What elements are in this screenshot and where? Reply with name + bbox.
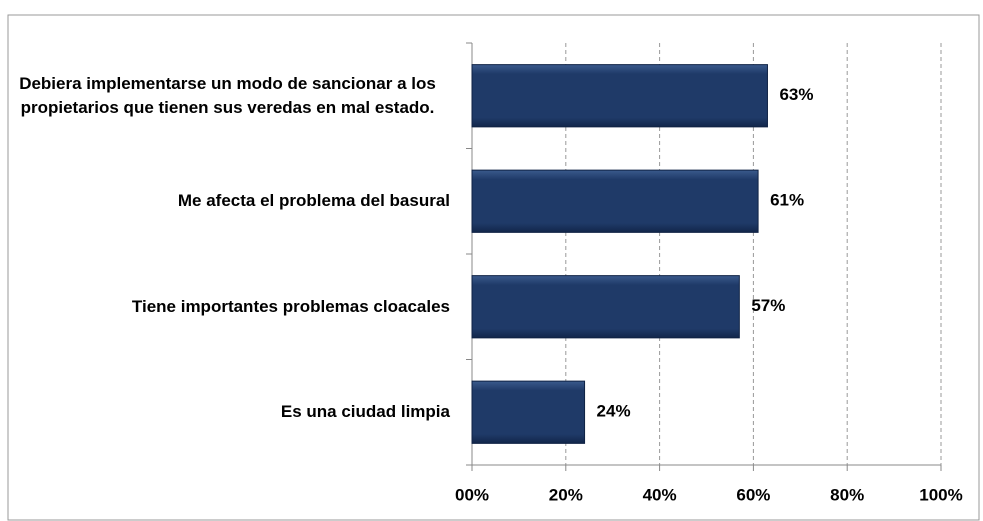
x-tick-label: 60% (736, 485, 770, 504)
bar (471, 169, 759, 233)
bar (471, 275, 740, 339)
category-label: Me afecta el problema del basural (178, 189, 450, 213)
category-text: Tiene importantes problemas cloacales (131, 296, 450, 316)
x-tick-label: 80% (830, 485, 864, 504)
x-tick-label: 00% (455, 485, 489, 504)
bar (471, 64, 768, 128)
value-label: 63% (779, 85, 813, 104)
category-text: Debiera implementarse un modo de sancion… (19, 73, 436, 117)
value-label: 61% (770, 191, 804, 210)
category-text: Es una ciudad limpia (280, 402, 450, 422)
x-tick-label: 100% (919, 485, 962, 504)
category-label: Debiera implementarse un modo de sancion… (5, 72, 450, 120)
value-label: 24% (597, 402, 631, 421)
category-label: Tiene importantes problemas cloacales (132, 295, 450, 319)
chart-border (7, 14, 980, 521)
value-label: 57% (751, 296, 785, 315)
bar (471, 380, 586, 444)
x-tick-label: 20% (549, 485, 583, 504)
category-text: Me afecta el problema del basural (177, 191, 450, 211)
category-label: Es una ciudad limpia (281, 400, 450, 424)
x-tick-label: 40% (643, 485, 677, 504)
